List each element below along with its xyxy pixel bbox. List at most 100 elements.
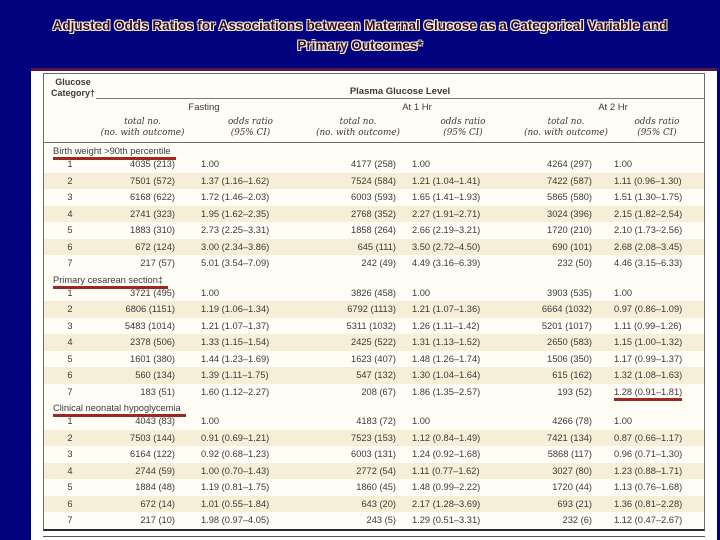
cell-value: 1 xyxy=(67,287,73,298)
subheader-or-line1: odds ratio xyxy=(228,117,273,127)
table-row: 4 2744 (59) 1.00 (0.70–1.43) 2772 (54) 1.11 … xyxy=(44,462,704,480)
subheader-total-line2: (no. with outcome) xyxy=(524,128,608,138)
table-cell: 1.21 (1.04–1.41) xyxy=(404,173,522,190)
table-cell: 4 xyxy=(44,334,96,351)
table-cell: 560 (134) xyxy=(96,367,189,384)
table-cell: 1.48 (1.26–1.74) xyxy=(404,351,522,368)
stub-header: Glucose Category† xyxy=(44,74,96,99)
table-row: 4 2378 (506) 1.33 (1.15–1.54) 2425 (522) 1.3… xyxy=(44,334,704,351)
cell-value: 5201 (1017) xyxy=(541,320,592,331)
table-cell: 2.66 (2.19–3.21) xyxy=(404,222,522,239)
table-cell: 2378 (506) xyxy=(96,334,189,351)
spanner-label: Plasma Glucose Level xyxy=(349,86,451,97)
cell-value: 1.30 (1.04–1.64) xyxy=(412,370,481,380)
cell-value: 2.15 (1.82–2.54) xyxy=(614,208,683,219)
cell-value: 1.00 xyxy=(412,287,431,298)
cell-value: 547 (132) xyxy=(356,370,396,380)
cell-value: 2741 (323) xyxy=(130,208,175,219)
cell-value: 4035 (213) xyxy=(130,159,175,169)
cell-value: 1.17 (0.99–1.37) xyxy=(614,353,683,364)
table-row: 3 6168 (622) 1.72 (1.46–2.03) 6003 (593) 1.6… xyxy=(44,189,704,206)
table-cell: 2768 (352) xyxy=(312,206,404,223)
section-header-row: Clinical neonatal hypoglycemia xyxy=(44,400,704,417)
cell-value: 1.21 (1.04–1.41) xyxy=(412,175,481,186)
cell-value: 560 (134) xyxy=(135,370,175,380)
cell-value: 1.48 (1.26–1.74) xyxy=(412,353,481,364)
cell-value: 1 xyxy=(67,159,73,169)
cell-value: 1.24 (0.92–1.68) xyxy=(412,449,481,459)
cell-value: 1883 (310) xyxy=(130,225,175,235)
table-cell: 0.92 (0.68–1.23) xyxy=(189,446,312,463)
cell-value: 2772 (54) xyxy=(356,465,396,476)
table-cell: 1720 (210) xyxy=(522,222,610,239)
subheader-total-line2: (no. with outcome) xyxy=(100,128,185,138)
cell-value: 1623 (407) xyxy=(351,353,396,364)
cell-value: 3 xyxy=(67,449,73,459)
cell-value: 1.15 (1.00–1.32) xyxy=(614,337,683,347)
table-cell: 0.97 (0.86–1.09) xyxy=(610,301,704,318)
cell-value: 7421 (134) xyxy=(547,432,592,443)
table-cell: 1.29 (0.51–3.31) xyxy=(404,512,522,529)
table-cell: 208 (67) xyxy=(312,384,404,401)
cell-value: 1.21 (1.07–1.37) xyxy=(201,320,270,331)
subheader-or: odds ratio (95% CI) xyxy=(610,117,704,139)
table-cell: 1.23 (0.88–1.71) xyxy=(610,463,704,480)
table-body: Birth weight >90th percentile 1 4035 (213)… xyxy=(44,143,704,529)
cell-value: 232 (50) xyxy=(557,258,592,268)
table-cell: 1.00 xyxy=(404,156,522,173)
cell-value: 5865 (580) xyxy=(547,192,592,202)
table-row: 6 672 (14) 1.01 (0.55–1.84) 643 (20) 2.17 (1… xyxy=(44,495,704,512)
cell-value: 1.39 (1.11–1.75) xyxy=(201,370,269,380)
table-cell: 4 xyxy=(44,463,96,480)
cell-value: 693 (21) xyxy=(557,498,592,509)
table-cell: 3721 (495) xyxy=(96,285,189,302)
cell-value: 1.29 (0.51–3.31) xyxy=(412,515,481,525)
table-cell: 3 xyxy=(44,189,96,206)
cell-value: 6 xyxy=(67,370,73,380)
table-cell: 690 (101) xyxy=(522,239,610,256)
cell-value: 3.50 (2.72–4.50) xyxy=(412,241,481,252)
cell-value: 4043 (83) xyxy=(135,416,175,426)
header-row-groups: Fasting At 1 Hr At 2 Hr xyxy=(44,99,704,115)
table-row: 1 3721 (495) 1.00 3826 (458) 1.00 3903 (535) 1… xyxy=(44,285,704,302)
header-row-spanner: Glucose Category† Plasma Glucose Level xyxy=(44,74,704,99)
cell-value: 643 (20) xyxy=(361,498,396,509)
table-cell: 1 xyxy=(44,156,96,173)
cell-value: 1.28 (0.91–1.81) xyxy=(614,386,683,401)
table-cell: 1623 (407) xyxy=(312,351,404,368)
cell-value: 6164 (122) xyxy=(130,449,175,459)
table-cell: 2.15 (1.82–2.54) xyxy=(610,206,704,223)
cell-value: 1.48 (0.99–2.22) xyxy=(412,482,481,492)
table-cell: 1.86 (1.35–2.57) xyxy=(404,384,522,401)
table-row: 1 4035 (213) 1.00 4177 (258) 1.00 4264 (297) 1… xyxy=(44,156,704,173)
cell-value: 217 (57) xyxy=(140,258,175,268)
table-cell: 5868 (117) xyxy=(522,446,610,463)
section-label: Primary cesarean section‡ xyxy=(53,275,169,289)
table-header: Glucose Category† Plasma Glucose Level F… xyxy=(44,74,704,143)
table-cell: 4264 (297) xyxy=(522,156,610,173)
cell-value: 2.27 (1.91–2.71) xyxy=(412,208,481,219)
table-cell: 6168 (622) xyxy=(96,189,189,206)
cell-value: 1.23 (0.88–1.71) xyxy=(614,465,683,476)
cell-value: 4266 (78) xyxy=(552,416,592,426)
cell-value: 0.96 (0.71–1.30) xyxy=(614,449,683,459)
cell-value: 0.97 (0.86–1.09) xyxy=(614,304,683,314)
cell-value: 7 xyxy=(67,515,73,525)
table-cell: 547 (132) xyxy=(312,367,404,384)
spanner-header: Plasma Glucose Level xyxy=(96,74,704,99)
table-row: 3 6164 (122) 0.92 (0.68–1.23) 6003 (131) 1.2… xyxy=(44,446,704,463)
table-cell: 1.26 (1.11–1.42) xyxy=(404,318,522,335)
cell-value: 672 (14) xyxy=(140,498,175,509)
subheader-total: total no. (no. with outcome) xyxy=(522,117,610,139)
cell-value: 1860 (45) xyxy=(356,482,396,492)
cell-value: 1.00 xyxy=(614,159,633,169)
cell-value: 4 xyxy=(67,337,73,347)
subheader-or-line1: odds ratio xyxy=(634,117,680,127)
table-cell: 1.72 (1.46–2.03) xyxy=(189,189,312,206)
table-cell: 2741 (323) xyxy=(96,206,189,223)
cell-value: 1.60 (1.12–2.27) xyxy=(201,386,270,397)
table-cell: 3 xyxy=(44,446,96,463)
table-row: 5 1883 (310) 2.73 (2.25–3.31) 1858 (264) 2.6… xyxy=(44,222,704,239)
table-row: 5 1884 (48) 1.19 (0.81–1.75) 1860 (45) 1.48 … xyxy=(44,479,704,496)
table-cell: 7503 (144) xyxy=(96,430,189,447)
